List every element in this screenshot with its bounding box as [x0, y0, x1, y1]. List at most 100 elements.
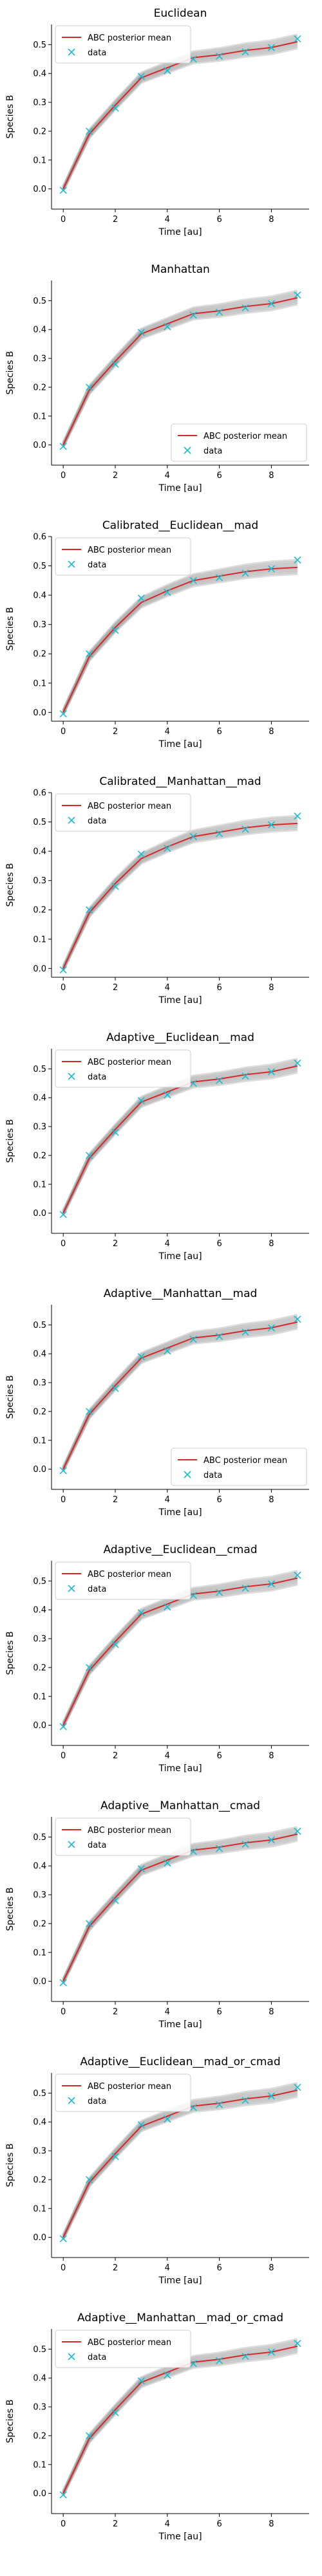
legend: ABC posterior mean data — [171, 1448, 307, 1486]
data-point — [111, 2409, 119, 2416]
legend: ABC posterior mean data — [171, 423, 307, 462]
posterior-sample-line — [62, 2351, 298, 2496]
y-tick-label: 0.0 — [33, 185, 46, 194]
data-point — [189, 311, 197, 319]
series-data-markers — [59, 2083, 301, 2243]
posterior-sample-line — [62, 564, 298, 712]
data-point — [86, 127, 93, 135]
legend-swatch-marker — [68, 2097, 75, 2104]
data-point — [267, 2092, 275, 2100]
x-tick-label: 6 — [216, 2519, 222, 2529]
posterior-sample-line — [62, 41, 298, 190]
posterior-sample-line — [62, 1317, 298, 1469]
data-point — [216, 1332, 223, 1340]
data-point — [189, 833, 197, 840]
posterior-sample-line — [62, 1577, 298, 1726]
y-tick-label: 0.3 — [33, 876, 46, 886]
data-point — [86, 1408, 93, 1415]
x-axis-label: Time [au] — [158, 1251, 202, 1262]
legend-swatch-marker — [68, 816, 75, 824]
y-tick-label: 0.1 — [33, 412, 46, 421]
y-tick-label: 0.5 — [33, 1833, 46, 1843]
y-tick-label: 0.4 — [33, 847, 46, 857]
x-tick-label: 2 — [113, 727, 118, 737]
y-tick-label: 0.1 — [33, 935, 46, 944]
legend: ABC posterior mean data — [55, 537, 191, 576]
y-tick-label: 0.2 — [33, 650, 46, 659]
y-axis-label: Species B — [5, 2144, 15, 2187]
chart-panel-4: Calibrated__Manhattan__mad 0 2 4 6 8 0.0 0.1 0.2… — [5, 775, 309, 1006]
posterior-sample-line — [62, 42, 298, 190]
legend: ABC posterior mean data — [55, 2074, 191, 2112]
data-point — [294, 35, 301, 42]
legend-box — [55, 537, 191, 576]
y-tick-label: 0.5 — [33, 1065, 46, 1074]
y-tick-label: 0.4 — [33, 2118, 46, 2128]
y-tick-label: 0.0 — [33, 2489, 46, 2499]
data-point — [189, 1336, 197, 1343]
y-tick-label: 0.3 — [33, 98, 46, 108]
data-point — [111, 1897, 119, 1904]
posterior-sample-line — [62, 1067, 298, 1215]
legend-label: data — [88, 2097, 106, 2106]
y-tick-label: 0.5 — [33, 2089, 46, 2099]
posterior-sample-line — [62, 1578, 298, 1727]
y-tick-label: 0.0 — [33, 1209, 46, 1219]
x-tick-label: 6 — [216, 2007, 222, 2017]
data-point — [164, 1859, 171, 1867]
y-tick-label: 0.3 — [33, 1123, 46, 1132]
series-line-abc-posterior-mean — [62, 297, 298, 446]
y-tick-label: 0.2 — [33, 906, 46, 915]
data-point — [242, 1841, 249, 1848]
legend: ABC posterior mean data — [55, 1817, 191, 1856]
x-tick-label: 6 — [216, 215, 222, 225]
chart-panel-10: Adaptive__Manhattan__mad_or_cmad 0 2 4 6 8 0.0… — [5, 2312, 309, 2542]
data-point — [189, 1848, 197, 1855]
chart-panel-3: Calibrated__Euclidean__mad 0 2 4 6 8 0.0 0.1 0.2… — [5, 519, 309, 750]
posterior-sample-line — [62, 2089, 298, 2238]
posterior-sample-line — [62, 1583, 298, 1728]
x-tick-label: 6 — [216, 983, 222, 993]
data-point — [59, 1723, 67, 1731]
y-tick-label: 0.6 — [33, 789, 46, 798]
data-point — [242, 2097, 249, 2104]
posterior-sample-line — [62, 1325, 298, 1471]
x-tick-label: 0 — [61, 1239, 66, 1249]
data-point — [242, 569, 249, 577]
y-axis-label: Species B — [5, 95, 15, 139]
x-axis-label: Time [au] — [158, 227, 202, 237]
posterior-sample-line — [62, 1834, 298, 1983]
data-point — [242, 304, 249, 312]
y-tick-label: 0.3 — [33, 2403, 46, 2413]
posterior-sample-line — [62, 1315, 298, 1468]
posterior-sample-line — [62, 1321, 298, 1470]
y-tick-label: 0.5 — [33, 818, 46, 827]
legend-label: ABC posterior mean — [88, 802, 171, 811]
chart-title: Adaptive__Manhattan__mad — [104, 1287, 258, 1300]
data-point — [267, 300, 275, 308]
posterior-sample-line — [62, 2090, 298, 2239]
data-point — [59, 1211, 67, 1219]
y-tick-label: 0.5 — [33, 1577, 46, 1587]
y-tick-label: 0.2 — [33, 1663, 46, 1673]
data-point — [59, 443, 67, 450]
legend-label: ABC posterior mean — [88, 1570, 171, 1579]
x-tick-label: 4 — [165, 983, 170, 993]
data-point — [137, 1353, 145, 1361]
x-tick-label: 4 — [165, 727, 170, 737]
y-tick-label: 0.5 — [33, 41, 46, 50]
y-tick-label: 0.4 — [33, 1862, 46, 1872]
data-point — [164, 844, 171, 852]
chart-title: Adaptive__Euclidean__mad — [106, 1031, 254, 1044]
data-point — [189, 576, 197, 584]
x-tick-label: 0 — [61, 471, 66, 481]
posterior-sample-line — [62, 2350, 298, 2496]
series-line-abc-posterior-mean — [62, 566, 298, 713]
x-tick-label: 8 — [269, 2519, 274, 2529]
x-tick-label: 8 — [269, 2263, 274, 2273]
y-tick-label: 0.3 — [33, 1379, 46, 1388]
y-tick-label: 0.3 — [33, 354, 46, 364]
y-tick-label: 0.4 — [33, 1350, 46, 1359]
data-point — [294, 1315, 301, 1323]
